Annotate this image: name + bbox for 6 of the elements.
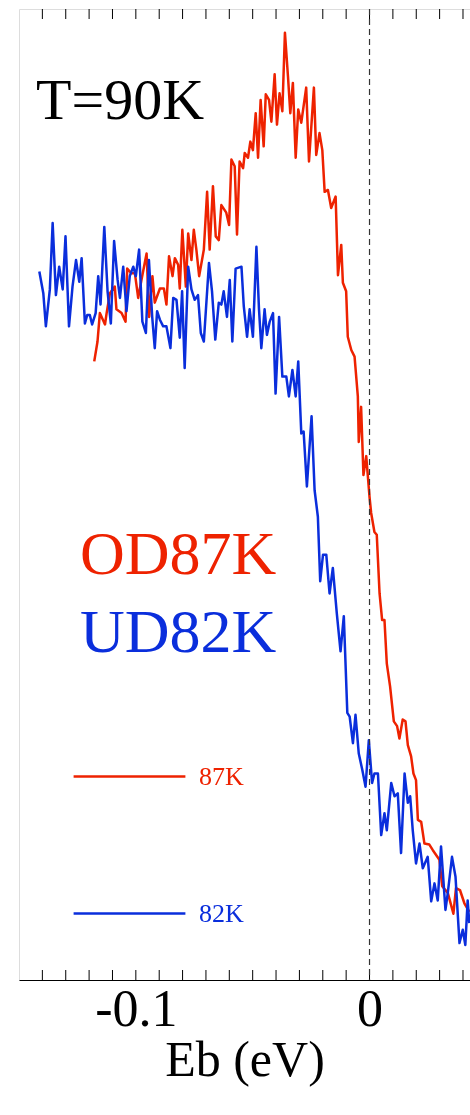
legend-label: 82K bbox=[199, 898, 244, 928]
legend-label: 87K bbox=[199, 761, 244, 791]
annotation: T=90K bbox=[36, 67, 205, 132]
annotation: OD87K bbox=[80, 519, 277, 587]
x-tick-label: 0 bbox=[357, 979, 384, 1037]
annotation: UD82K bbox=[80, 597, 277, 665]
